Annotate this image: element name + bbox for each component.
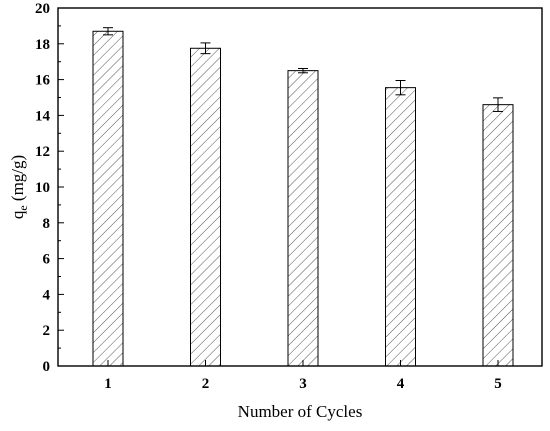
error-bar-2 [200, 42, 211, 55]
error-bar-5 [493, 97, 503, 112]
x-axis-title: Number of Cycles [238, 402, 363, 421]
x-tick-label-3: 3 [299, 376, 307, 392]
x-tick-label-4: 4 [397, 376, 405, 392]
y-tick-label-10: 10 [35, 180, 50, 196]
y-tick-label-6: 6 [43, 252, 51, 268]
bar-4 [385, 87, 416, 367]
bar-2 [190, 47, 221, 367]
bar-3 [287, 70, 319, 367]
y-axis-title-subscript: e [16, 205, 30, 210]
bar-5 [482, 104, 514, 367]
y-tick-label-4: 4 [43, 287, 51, 303]
y-axis-title-unit: (mg/g) [8, 155, 27, 206]
x-tick-label-1: 1 [104, 376, 112, 392]
x-tick-label-5: 5 [494, 376, 502, 392]
y-tick-label-8: 8 [43, 216, 51, 232]
y-tick-label-12: 12 [35, 144, 50, 160]
x-tick-label-2: 2 [202, 376, 210, 392]
y-tick-label-0: 0 [43, 359, 51, 375]
y-tick-label-16: 16 [35, 73, 51, 89]
y-tick-label-20: 20 [35, 1, 50, 17]
error-bar-1 [103, 27, 113, 36]
y-tick-label-14: 14 [35, 108, 51, 124]
error-bar-3 [298, 68, 308, 74]
error-bar-4 [395, 79, 406, 96]
y-tick-label-2: 2 [43, 323, 51, 339]
bar-1 [92, 30, 124, 367]
y-axis-title: qe (mg/g) [8, 155, 30, 219]
y-tick-label-18: 18 [35, 37, 50, 53]
y-axis-title-main: q [8, 210, 27, 219]
